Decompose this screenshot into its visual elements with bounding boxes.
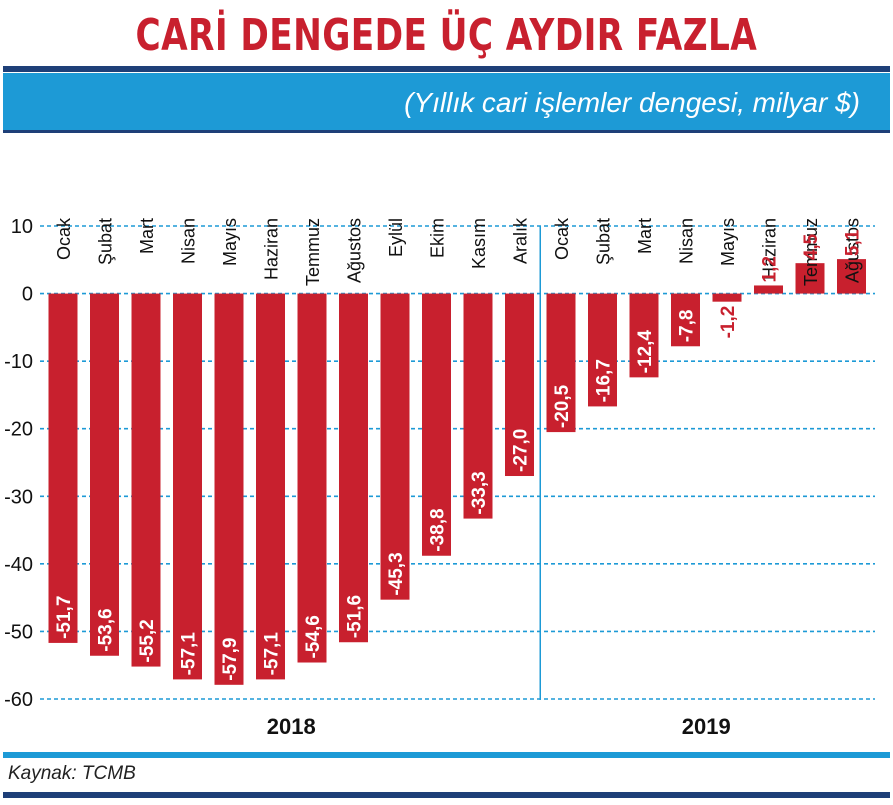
y-tick-label: -10 — [4, 351, 33, 373]
month-label: Kasım — [469, 218, 489, 269]
bar — [131, 293, 161, 667]
value-label: -57,1 — [262, 632, 283, 676]
month-label: Temmuz — [801, 218, 821, 286]
bar — [90, 293, 119, 656]
value-label: -57,9 — [220, 637, 241, 680]
year-label: 2018 — [267, 714, 316, 739]
month-label: Haziran — [760, 218, 780, 280]
month-label: Ocak — [552, 217, 572, 260]
value-label: -51,6 — [345, 595, 366, 638]
month-label: Nisan — [179, 218, 199, 264]
top-divider — [3, 66, 890, 72]
value-label: -33,3 — [469, 471, 490, 514]
bar — [712, 293, 742, 302]
value-label: -1,2 — [718, 306, 739, 339]
value-label: 1,2 — [760, 256, 781, 282]
bar — [173, 293, 202, 680]
month-label: Mayıs — [220, 218, 240, 266]
bar — [380, 293, 410, 600]
month-label: Ağustos — [345, 218, 365, 283]
bar — [339, 293, 368, 643]
value-label: -20,5 — [552, 384, 573, 428]
value-label: -54,6 — [303, 615, 324, 658]
bar — [837, 259, 866, 294]
bar — [422, 293, 451, 556]
bar — [588, 293, 617, 407]
month-label: Şubat — [96, 218, 116, 265]
value-label: -53,6 — [96, 608, 117, 651]
bar — [297, 293, 327, 663]
month-label: Mart — [137, 218, 157, 254]
month-label: Ağustos — [843, 218, 863, 283]
bar — [795, 263, 825, 294]
y-tick-label: -50 — [4, 621, 33, 643]
bar — [463, 293, 493, 519]
bar — [754, 285, 783, 294]
value-label: -51,7 — [54, 596, 75, 639]
source-note: Kaynak: TCMB — [8, 763, 136, 784]
bar — [629, 293, 659, 378]
month-label: Haziran — [262, 218, 282, 280]
value-label: -27,0 — [511, 429, 532, 472]
subtitle-band: (Yıllık cari işlemler dengesi, milyar $) — [3, 73, 890, 130]
month-label: Şubat — [594, 218, 614, 265]
y-tick-label: -20 — [4, 419, 33, 441]
value-label: -12,4 — [635, 330, 656, 374]
bar — [505, 293, 534, 477]
year-label: 2019 — [682, 714, 731, 739]
bar — [671, 293, 700, 347]
month-label: Eylül — [386, 218, 406, 257]
value-label: -57,1 — [179, 632, 200, 676]
y-tick-label: 10 — [11, 216, 33, 238]
bar — [256, 293, 285, 680]
bar — [48, 293, 78, 643]
value-label: -7,8 — [677, 310, 698, 343]
month-label: Mayıs — [718, 218, 738, 266]
chart-subtitle: (Yıllık cari işlemler dengesi, milyar $) — [404, 87, 860, 118]
y-tick-label: -40 — [4, 554, 33, 576]
month-label: Mart — [635, 218, 655, 254]
band-divider — [3, 130, 890, 133]
y-tick-label: -60 — [4, 689, 33, 711]
value-label: 4,5 — [801, 233, 822, 260]
y-tick-label: 0 — [22, 284, 33, 306]
bottom-divider — [3, 752, 890, 758]
month-label: Ocak — [54, 217, 74, 260]
value-label: 5,1 — [843, 229, 864, 256]
bar — [546, 293, 576, 433]
bottom-rule — [3, 792, 890, 798]
value-label: -16,7 — [594, 359, 615, 402]
value-label: -38,8 — [428, 508, 449, 551]
month-label: Nisan — [677, 218, 697, 264]
month-label: Temmuz — [303, 218, 323, 286]
bar — [214, 293, 244, 685]
value-label: -55,2 — [137, 619, 158, 662]
month-label: Aralık — [511, 217, 531, 264]
y-tick-label: -30 — [4, 486, 33, 508]
month-label: Ekim — [428, 218, 448, 258]
value-label: -45,3 — [386, 552, 407, 595]
